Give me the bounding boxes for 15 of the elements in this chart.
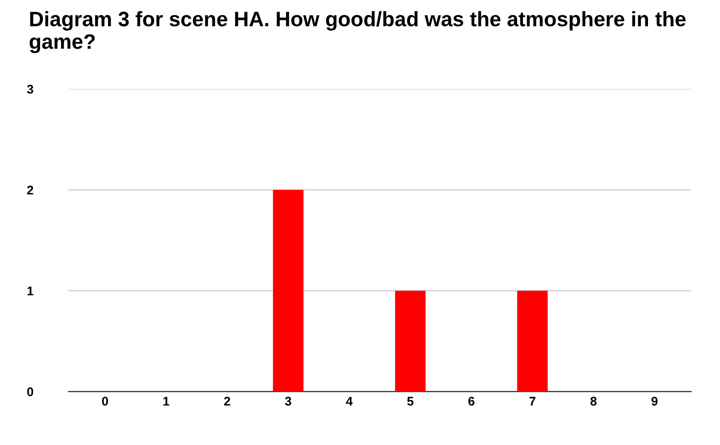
y-tick-label: 0	[27, 387, 34, 396]
y-tick-label: 2	[27, 186, 34, 194]
x-tick-label: 0	[102, 396, 108, 406]
chart-title: Diagram 3 for scene HA. How good/bad was the atmosphere in the game?	[30, 11, 686, 54]
x-tick-label: 2	[224, 396, 230, 406]
y-tick-label: 1	[28, 286, 34, 296]
x-tick-label: 8	[590, 396, 597, 406]
y-tick-label: 3	[27, 84, 34, 94]
x-tick-label: 5	[407, 396, 414, 406]
x-tick-label: 3	[285, 396, 292, 406]
x-tick-label: 7	[530, 396, 536, 406]
x-tick-label: 6	[468, 396, 474, 406]
x-tick-label: 4	[346, 396, 353, 406]
x-tick-label: 9	[652, 396, 658, 406]
x-tick-label: 1	[163, 396, 170, 406]
